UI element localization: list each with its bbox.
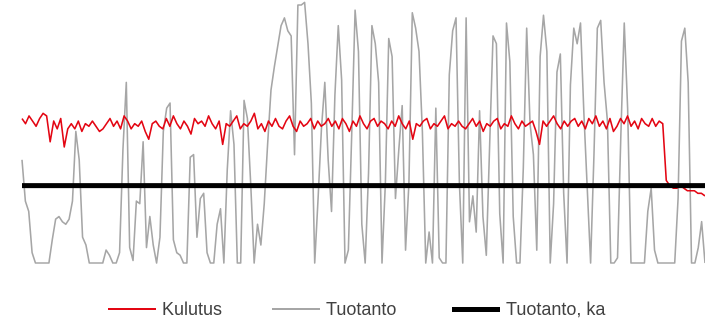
- legend-label-tuotanto: Tuotanto: [326, 298, 397, 319]
- legend-swatch-kulutus: [108, 308, 156, 310]
- series-line-kulutus: [21, 112, 705, 197]
- legend: Kulutus Tuotanto Tuotanto, ka: [0, 296, 705, 322]
- legend-label-kulutus: Kulutus: [162, 298, 223, 319]
- chart-area: [21, 1, 705, 264]
- legend-swatch-tuotanto: [272, 308, 320, 310]
- legend-item-kulutus: Kulutus: [108, 296, 222, 322]
- legend-swatch-tuotanto-ka: [452, 306, 500, 312]
- legend-label-tuotanto-ka: Tuotanto, ka: [506, 298, 606, 319]
- legend-item-tuotanto-ka: Tuotanto, ka: [452, 296, 605, 322]
- legend-item-tuotanto: Tuotanto: [272, 296, 396, 322]
- series-line-tuotanto: [21, 1, 705, 264]
- series-layer: [21, 1, 705, 264]
